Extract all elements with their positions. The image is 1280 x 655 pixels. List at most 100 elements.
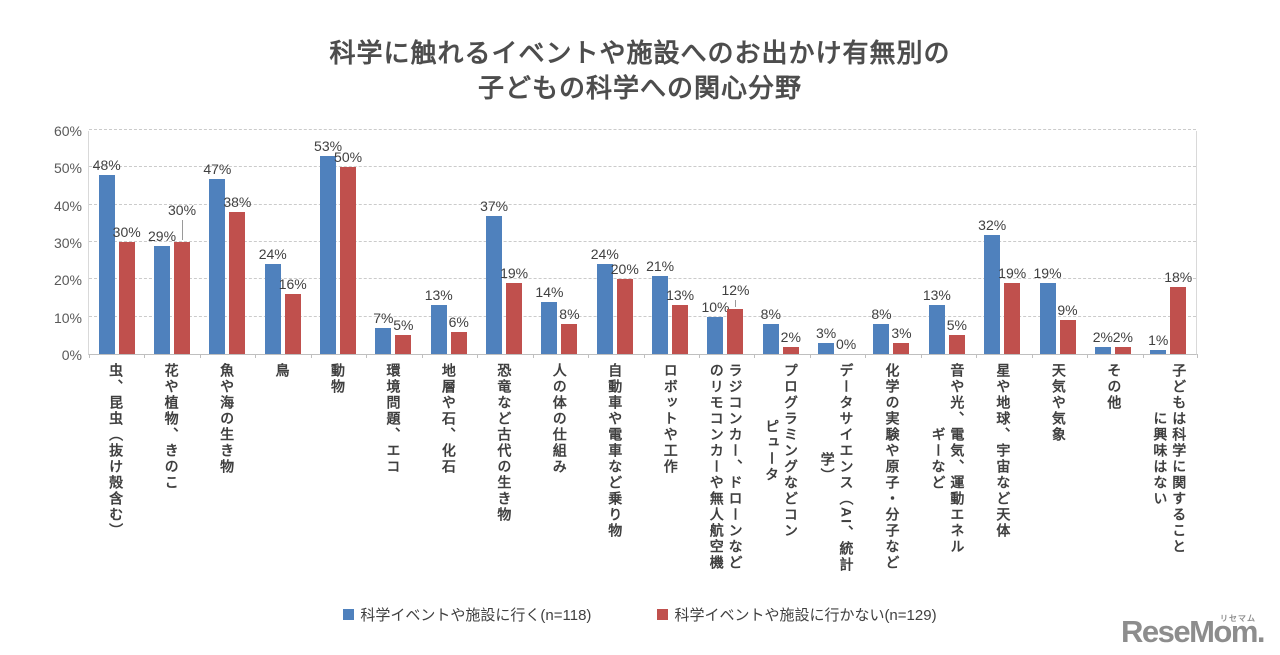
gridline	[89, 241, 1196, 242]
category-column: 24% 20%	[587, 131, 642, 354]
gridline	[89, 166, 1196, 168]
bar-s0-c9: 24%	[591, 247, 619, 354]
x-category-label: 虫、昆虫（抜け殻含む）	[108, 363, 125, 539]
x-label-cell: 花や植物、きのこ	[143, 363, 198, 491]
data-label: 47%	[203, 160, 232, 177]
category-column: 37% 19%	[476, 131, 531, 354]
data-label: 13%	[666, 287, 695, 304]
bar-s1-c17: 9%	[1057, 303, 1078, 354]
category-column: 10% 12%	[698, 131, 753, 354]
x-label-cell: 音や光、電気、運動エネル ギーなど	[920, 363, 975, 555]
bar-s0-c2: 47%	[203, 161, 231, 354]
x-axis-tick	[1087, 354, 1089, 358]
data-label: 24%	[590, 246, 619, 263]
bar-s1-c12: 2%	[781, 329, 801, 354]
chart-title: 科学に触れるイベントや施設へのお出かけ有無別の 子どもの科学への関心分野	[0, 36, 1280, 106]
x-label-cell: ロボットや工作	[643, 363, 698, 475]
x-category-label: 化学の実験や原子・分子など	[884, 363, 901, 571]
bar-s1-c2: 38%	[223, 195, 251, 354]
category-column: 2% 2%	[1085, 131, 1140, 354]
bar-s1-c1: 30%	[168, 203, 196, 354]
x-label-cell: 天気や気象	[1031, 363, 1086, 443]
plot-area: 48% 30% 29% 30% 47% 38% 24% 16% 53% 50% 7% 5% 13% 6% 3…	[88, 129, 1198, 358]
data-label: 24%	[258, 246, 287, 263]
category-column: 14% 8%	[532, 131, 587, 354]
category-column: 32% 19%	[975, 131, 1030, 354]
data-label: 12%	[721, 282, 750, 299]
x-axis-tick	[477, 354, 479, 358]
x-label-cell: 鳥	[254, 363, 309, 379]
bar-s1-c6: 6%	[449, 314, 469, 354]
x-category-label: 地層や石、化石	[440, 363, 457, 475]
legend-swatch-notgo	[657, 609, 669, 620]
x-category-label: プログラミングなどコン ピュータ	[764, 363, 800, 539]
legend-label-notgo: 科学イベントや施設に行かない(n=129)	[674, 607, 937, 624]
x-category-label: 天気や気象	[1050, 363, 1067, 443]
data-label: 10%	[701, 298, 730, 315]
data-label: 30%	[168, 202, 197, 218]
x-category-label: 鳥	[274, 363, 291, 379]
data-label: 3%	[891, 324, 912, 341]
x-axis-tick	[920, 354, 922, 358]
y-tick-label: 20%	[53, 272, 82, 289]
data-label: 21%	[646, 257, 675, 274]
x-axis-tick	[89, 354, 90, 358]
bar-s1-c18: 2%	[1113, 329, 1133, 354]
bar-s1-c0: 30%	[113, 225, 141, 354]
data-label: 19%	[500, 265, 529, 282]
x-label-cell: ラジコンカー、ドローンなど のリモコンカーや無人航空機	[698, 363, 753, 571]
x-axis-tick	[366, 354, 368, 358]
data-label: 37%	[480, 197, 509, 214]
x-category-label: 子どもは科学に関すること に興味はない	[1152, 363, 1188, 555]
data-label: 19%	[1033, 265, 1062, 282]
bar-s0-c7: 37%	[480, 198, 508, 354]
data-label: 2%	[1092, 328, 1113, 345]
bar-s0-c18: 2%	[1093, 329, 1113, 354]
data-label: 48%	[92, 156, 121, 173]
bar-s1-c19: 18%	[1164, 269, 1192, 354]
category-column: 19% 9%	[1030, 131, 1085, 354]
x-axis-tick	[588, 354, 590, 358]
legend-swatch-go	[343, 609, 355, 620]
x-label-cell: 環境問題、エコ	[365, 363, 420, 475]
label-leader-line	[182, 220, 184, 240]
data-label: 7%	[373, 309, 394, 326]
data-label: 13%	[424, 287, 453, 304]
bar-s0-c11: 10%	[701, 299, 729, 354]
data-label: 14%	[535, 283, 564, 300]
data-label: 16%	[278, 276, 307, 293]
data-label: 19%	[998, 265, 1027, 282]
chart-title-line2: 子どもの科学への関心分野	[477, 73, 802, 103]
x-label-cell: 自動車や電車など乗り物	[587, 363, 642, 539]
bar-s0-c8: 14%	[535, 284, 563, 354]
bar-s1-c3: 16%	[279, 277, 307, 354]
bar-s1-c16: 19%	[998, 266, 1026, 354]
x-label-cell: 恐竜など古代の生き物	[476, 363, 531, 523]
x-category-label: 動物	[329, 363, 346, 395]
data-label: 5%	[946, 317, 967, 334]
bar-s0-c17: 19%	[1034, 266, 1062, 354]
x-label-cell: 虫、昆虫（抜け殻含む）	[88, 363, 143, 539]
bar-s0-c16: 32%	[978, 217, 1006, 354]
category-column: 47% 38%	[200, 131, 255, 354]
data-label: 9%	[1057, 302, 1078, 319]
data-label: 8%	[871, 306, 892, 323]
x-axis-tick	[1031, 354, 1033, 358]
category-column: 53% 50%	[310, 131, 365, 354]
x-label-cell: 人の体の仕組み	[532, 363, 587, 475]
bar-s0-c5: 7%	[373, 310, 394, 354]
bar-s1-c4: 50%	[334, 150, 362, 354]
x-label-cell: 星や地球、宇宙など天体	[975, 363, 1030, 539]
data-label: 38%	[223, 194, 252, 211]
bar-s0-c4: 53%	[314, 139, 342, 354]
bar-s1-c15: 5%	[947, 318, 967, 354]
data-label: 29%	[148, 227, 177, 244]
legend-item-go: 科学イベントや施設に行く(n=118)	[343, 604, 591, 625]
x-axis-tick	[421, 354, 423, 358]
bar-s1-c5: 5%	[393, 318, 414, 354]
x-label-cell: 魚や海の生き物	[199, 363, 254, 475]
category-column: 13% 5%	[919, 131, 974, 354]
bar-s0-c19: 1%	[1148, 333, 1168, 354]
gridline	[89, 203, 1196, 205]
bar-s0-c14: 8%	[871, 307, 892, 354]
